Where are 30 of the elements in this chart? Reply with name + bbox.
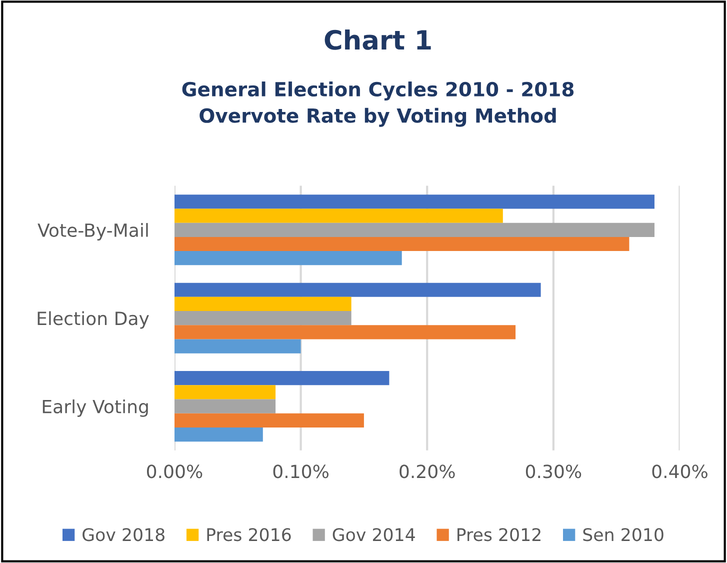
y-tick-label: Early Voting — [42, 399, 148, 417]
bar — [174, 413, 364, 428]
x-tick-label: 0.20% — [400, 464, 455, 478]
bar — [174, 325, 516, 340]
bar — [174, 251, 402, 266]
bar — [174, 194, 654, 209]
y-tick-label: Vote-By-Mail — [38, 223, 148, 241]
legend-label: Pres 2016 — [207, 528, 291, 542]
x-tick-label: 0.00% — [146, 464, 202, 478]
bar — [174, 427, 263, 442]
bar — [174, 311, 352, 326]
x-tick-label: 0.40% — [652, 464, 708, 478]
x-tick-label: 0.30% — [526, 464, 582, 478]
bar — [174, 236, 630, 252]
legend-label: Sen 2010 — [583, 528, 664, 542]
bar — [174, 282, 541, 297]
bar — [174, 296, 352, 312]
legend-label: Gov 2014 — [332, 528, 415, 542]
bar — [174, 222, 654, 237]
x-tick-label: 0.10% — [273, 464, 328, 478]
bar — [174, 208, 503, 223]
bar — [174, 399, 276, 414]
chart-subtitle: General Election Cycles 2010 - 2018 Overvote Rate by Voting Method — [182, 81, 574, 127]
legend-label: Gov 2018 — [82, 528, 164, 542]
bar — [174, 339, 301, 354]
y-tick-label: Election Day — [38, 311, 149, 329]
legend-label: Pres 2012 — [458, 528, 540, 542]
chart-title: Chart 1 — [324, 29, 431, 50]
bar — [174, 385, 276, 400]
bar — [174, 371, 390, 386]
